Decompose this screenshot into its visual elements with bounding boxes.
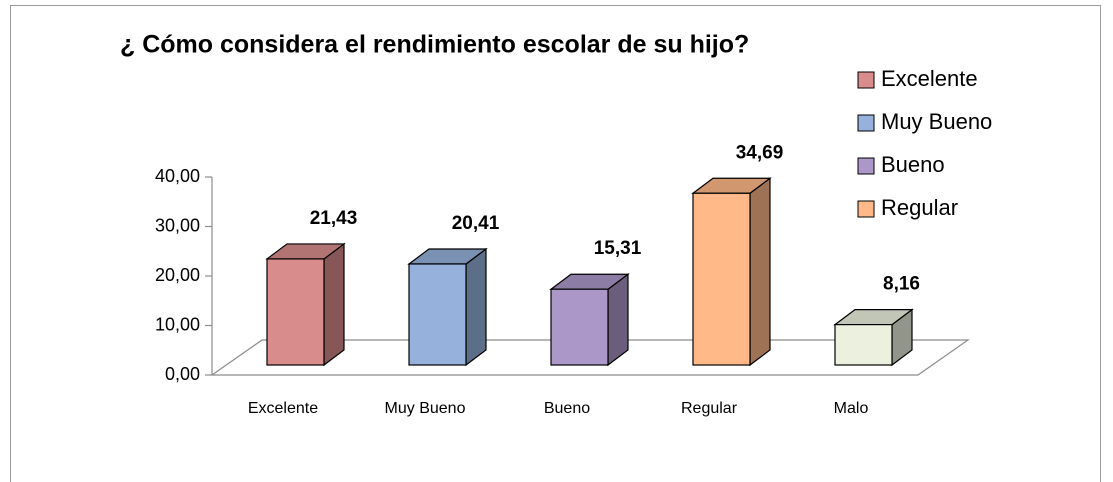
data-label: 34,69: [736, 142, 784, 163]
chart-title: ¿ Cómo considera el rendimiento escolar …: [120, 31, 749, 59]
bar: [266, 258, 325, 366]
bar-side: [465, 247, 487, 367]
y-tick-label: 30,00: [155, 215, 200, 235]
y-tick-label: 0,00: [165, 364, 200, 384]
floor: [211, 339, 970, 376]
y-tick-label: 10,00: [155, 314, 200, 334]
x-tick-label: Bueno: [544, 400, 590, 417]
x-tick-label: Muy Bueno: [385, 400, 466, 417]
x-tick-label: Malo: [834, 400, 869, 417]
bar-side: [323, 242, 345, 367]
x-tick-label: Regular: [681, 400, 738, 417]
data-label: 8,16: [883, 274, 920, 295]
y-tick-label: 20,00: [155, 265, 200, 285]
legend-swatch: [857, 200, 875, 218]
bar: [692, 192, 751, 366]
legend-swatch: [857, 157, 875, 175]
bar: [408, 263, 467, 366]
chart-border: [10, 5, 1101, 482]
legend-label: Bueno: [881, 152, 945, 177]
x-tick-label: Excelente: [248, 400, 318, 417]
bar-side: [749, 177, 771, 367]
data-label: 20,41: [452, 213, 500, 234]
bar: [834, 324, 893, 366]
legend-label: Excelente: [881, 66, 978, 91]
legend-label: Regular: [881, 195, 958, 220]
legend-swatch: [857, 71, 875, 89]
y-tick-label: 40,00: [155, 166, 200, 186]
data-label: 21,43: [310, 208, 358, 229]
legend-label: Muy Bueno: [881, 109, 992, 134]
bar-side: [607, 273, 629, 367]
bar: [550, 288, 609, 366]
legend-swatch: [857, 114, 875, 132]
data-label: 15,31: [594, 238, 642, 259]
